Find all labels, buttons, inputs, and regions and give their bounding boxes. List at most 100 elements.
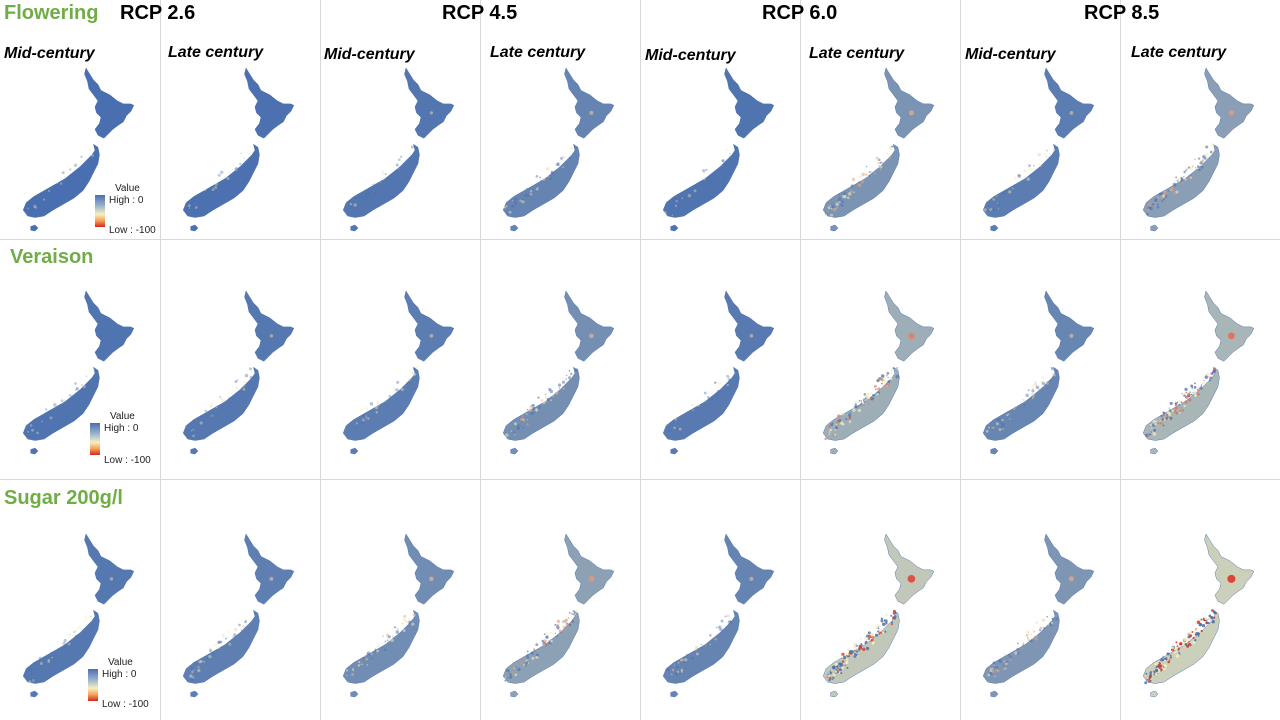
change-speckle	[574, 613, 576, 616]
change-speckle	[849, 189, 853, 193]
change-speckle	[234, 380, 238, 384]
change-speckle	[721, 159, 725, 163]
change-speckle	[537, 405, 541, 409]
change-speckle	[1166, 652, 1170, 656]
change-speckle	[534, 650, 536, 652]
nz-map	[182, 290, 295, 455]
change-speckle	[211, 414, 214, 417]
change-speckle	[877, 159, 880, 162]
change-speckle	[1027, 166, 1031, 170]
change-speckle	[244, 620, 248, 624]
change-speckle	[504, 677, 507, 679]
stewart-island-shape	[510, 690, 519, 698]
change-speckle	[989, 667, 992, 670]
change-speckle	[880, 633, 882, 636]
south-island-shape	[982, 143, 1060, 218]
change-speckle	[203, 660, 206, 663]
change-speckle	[1201, 381, 1206, 385]
change-speckle	[361, 420, 365, 424]
stewart-island-shape	[190, 224, 199, 232]
change-speckle	[717, 383, 720, 386]
change-speckle	[574, 609, 579, 613]
change-speckle	[834, 429, 837, 431]
change-speckle	[414, 368, 416, 370]
change-speckle	[998, 659, 1003, 664]
nz-map	[1142, 290, 1255, 455]
change-speckle	[240, 629, 243, 632]
change-speckle	[1046, 615, 1049, 618]
change-speckle	[384, 172, 387, 176]
change-speckle	[1201, 623, 1206, 628]
change-speckle	[890, 614, 893, 617]
change-speckle	[60, 641, 65, 646]
change-speckle	[703, 171, 707, 175]
change-speckle	[403, 614, 407, 619]
change-speckle	[1194, 639, 1197, 642]
change-speckle	[242, 387, 246, 391]
change-speckle	[1171, 409, 1175, 413]
change-speckle	[1169, 654, 1172, 657]
change-speckle	[1183, 404, 1187, 408]
change-speckle	[529, 192, 533, 196]
legend-color-ramp	[88, 669, 98, 701]
change-speckle	[1147, 202, 1151, 206]
change-speckle	[671, 214, 674, 216]
change-speckle	[1168, 659, 1171, 661]
north-island-shape	[1204, 533, 1255, 605]
stewart-island-shape	[830, 690, 839, 698]
change-speckle	[513, 667, 516, 670]
change-speckle	[59, 182, 63, 185]
south-island-shape	[982, 366, 1060, 441]
change-speckle	[987, 426, 990, 429]
change-speckle	[391, 630, 394, 632]
change-speckle	[408, 625, 411, 627]
change-speckle	[879, 169, 882, 171]
change-speckle	[865, 646, 870, 651]
change-speckle	[858, 175, 861, 178]
change-speckle	[368, 185, 370, 188]
change-speckle	[540, 180, 542, 182]
legend: Value High : 0 Low : -100	[88, 657, 168, 717]
change-speckle	[28, 209, 32, 213]
north-island-shape	[564, 533, 615, 605]
change-speckle	[1008, 190, 1012, 194]
nz-map	[662, 290, 775, 455]
change-speckle	[849, 411, 852, 414]
change-speckle	[1012, 407, 1016, 411]
change-speckle	[828, 676, 832, 680]
change-speckle	[860, 400, 862, 402]
change-speckle	[370, 652, 373, 656]
change-speckle	[701, 169, 706, 173]
change-speckle	[1187, 392, 1191, 397]
change-speckle	[885, 613, 888, 617]
change-speckle	[211, 188, 215, 192]
change-speckle	[667, 428, 671, 432]
change-speckle	[872, 394, 874, 396]
change-speckle	[1183, 170, 1186, 174]
north-island-shape	[884, 290, 935, 362]
change-speckle	[36, 431, 39, 435]
change-speckle	[220, 401, 223, 404]
change-speckle	[671, 668, 675, 672]
change-speckle	[1155, 198, 1158, 200]
change-speckle	[1165, 417, 1169, 420]
change-speckle	[1200, 384, 1203, 386]
period-label: Late century	[1131, 44, 1227, 61]
change-speckle	[1017, 173, 1021, 177]
stewart-island-shape	[350, 690, 359, 698]
change-speckle	[1021, 647, 1024, 650]
change-speckle	[884, 630, 887, 633]
change-speckle	[729, 620, 732, 623]
change-speckle	[1038, 389, 1040, 391]
scenario-header: RCP 4.5	[442, 2, 518, 24]
change-speckle	[404, 618, 407, 622]
change-speckle	[67, 632, 72, 637]
change-speckle	[1053, 374, 1056, 377]
change-speckle	[510, 430, 513, 433]
change-speckle	[835, 425, 837, 427]
change-speckle	[832, 673, 836, 677]
change-speckle	[354, 206, 358, 210]
change-speckle	[720, 164, 723, 167]
change-speckle	[1037, 163, 1041, 167]
change-speckle	[231, 385, 234, 388]
